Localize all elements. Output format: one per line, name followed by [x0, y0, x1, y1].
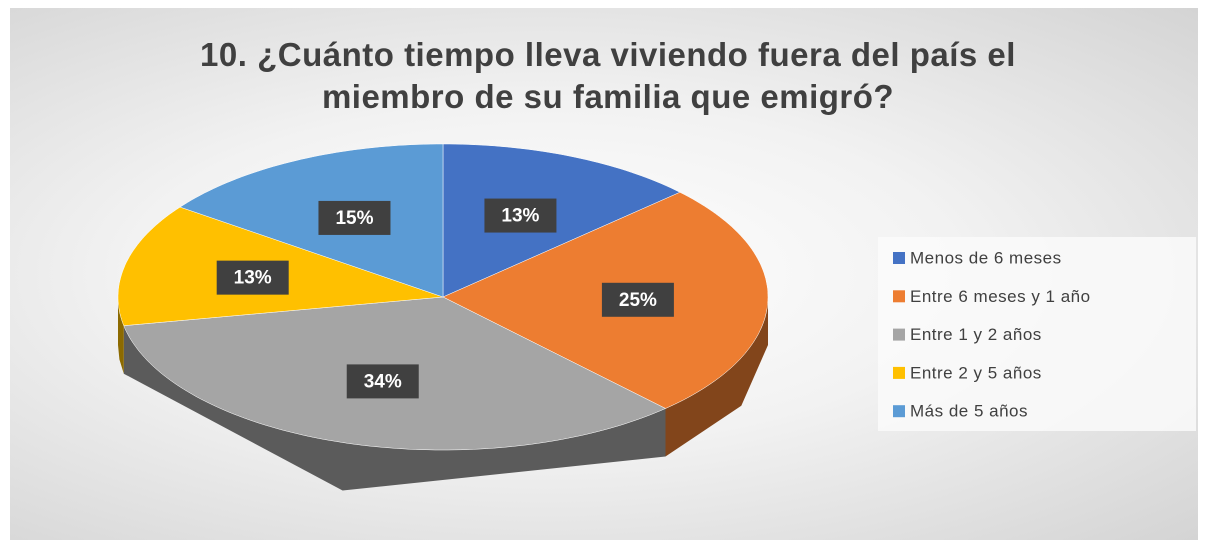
legend-label: Menos de 6 meses [910, 248, 1062, 267]
data-label-text: 13% [234, 268, 272, 289]
chart-area: 10. ¿Cuánto tiempo lleva viviendo fuera … [10, 8, 1198, 540]
slice [442, 143, 681, 298]
chart: 13% 25% 34% 13% 15% Menos de 6 meses Entre 6 m… [117, 143, 1196, 491]
data-label-text: 34% [364, 371, 402, 392]
legend-label: Más de 5 años [910, 402, 1028, 421]
data-label-box [484, 198, 557, 233]
data-label: 25% [601, 282, 674, 317]
legend-swatch [893, 366, 905, 379]
legend-label: Entre 2 y 5 años [910, 363, 1042, 382]
data-label-text: 13% [501, 206, 539, 227]
legend-swatch [893, 290, 905, 303]
slice-side [665, 297, 768, 457]
slice-side [123, 325, 666, 491]
legend-swatch [893, 328, 905, 341]
data-label: 13% [484, 198, 557, 233]
data-label: 13% [216, 260, 289, 295]
data-label: 15% [318, 200, 391, 235]
data-label-text: 15% [335, 208, 373, 229]
data-label-text: 25% [619, 290, 657, 311]
data-label-box [216, 260, 289, 295]
slice [179, 143, 444, 298]
slice-side [118, 297, 124, 374]
legend-label: Entre 1 y 2 años [910, 325, 1042, 344]
data-label: 34% [346, 364, 419, 399]
data-label-box [346, 364, 419, 399]
data-label-box [601, 282, 674, 317]
chart-title: 10. ¿Cuánto tiempo lleva viviendo fuera … [200, 36, 1016, 115]
legend-swatch [893, 252, 905, 264]
legend-swatch [893, 405, 905, 418]
legend-label: Entre 6 meses y 1 año [910, 287, 1091, 306]
data-label-box [318, 200, 391, 235]
legend-box [878, 237, 1196, 431]
